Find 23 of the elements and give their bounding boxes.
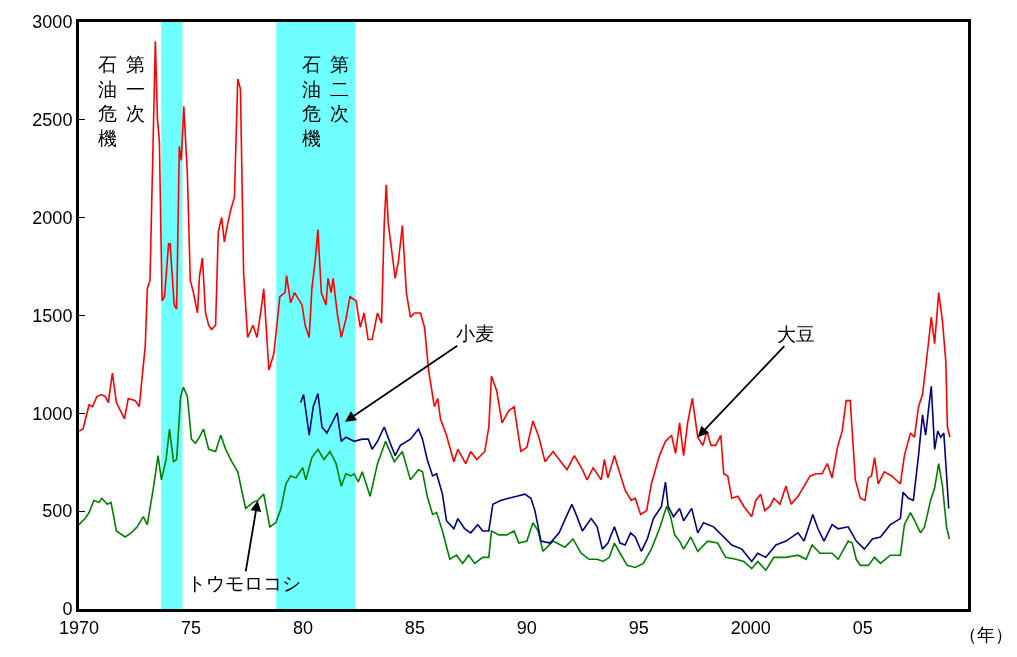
annotation: 大豆 (777, 324, 815, 345)
line-series (299, 385, 950, 563)
x-tick-label: 80 (292, 617, 313, 638)
x-tick-label: 2000 (730, 617, 771, 638)
x-tick-label: 1970 (58, 617, 100, 638)
x-axis-title: （年） (959, 625, 1013, 645)
y-tick-label: 2500 (32, 110, 73, 131)
x-tick-label: 75 (180, 617, 201, 638)
text: 第一次石油危機 (98, 54, 145, 150)
x-tick-label: 95 (628, 617, 649, 638)
y-tick-label: 500 (42, 501, 73, 522)
x-tick-label: 85 (404, 617, 425, 638)
y-tick-label: 3000 (32, 12, 73, 33)
annotation: 小麦 (456, 323, 494, 344)
y-tick-label: 1000 (32, 403, 73, 424)
y-tick-label: 0 (62, 599, 73, 620)
text: 第二次石油危機 (302, 54, 349, 150)
line-series (79, 40, 951, 518)
line-series (79, 386, 951, 572)
x-tick-label: 05 (852, 617, 873, 638)
x-tick-label: 90 (516, 617, 537, 638)
y-tick-label: 2000 (32, 207, 73, 228)
y-tick-label: 1500 (32, 305, 73, 326)
